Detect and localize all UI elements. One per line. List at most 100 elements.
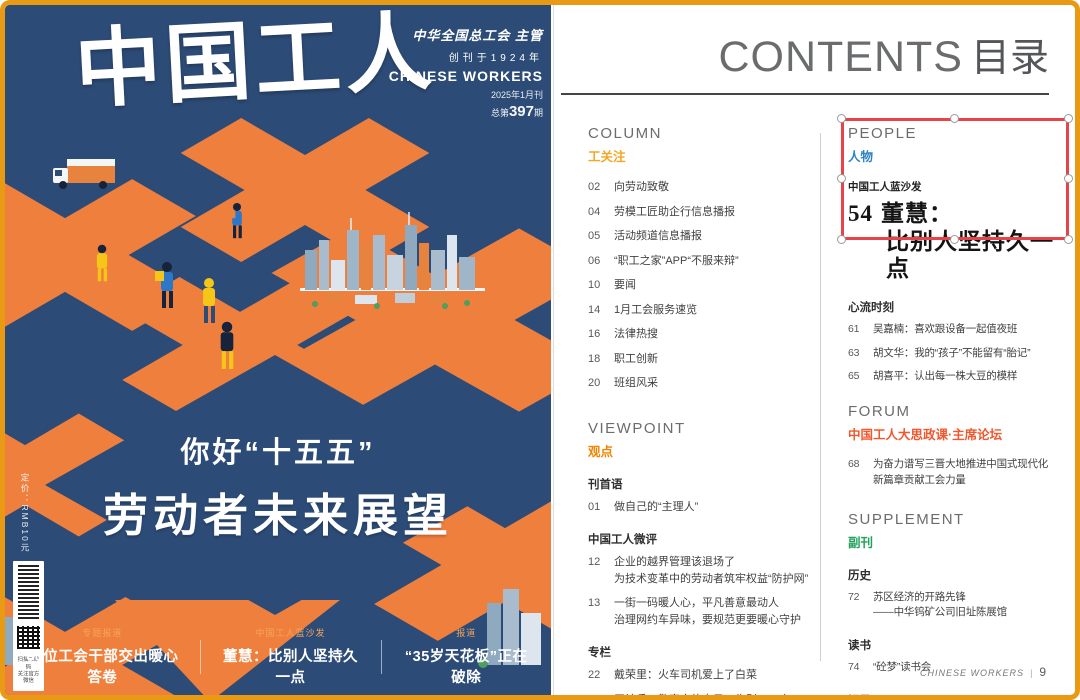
magazine-cover: 中国工人 中华全国总工会 主管 创刊于1924年 CHINESE WORKERS… <box>5 5 551 695</box>
toc-entry: 18 职工创新 <box>588 351 850 368</box>
toc-entry: 74 “砼梦”读书会 <box>848 660 1066 676</box>
issue-prefix: 总第 <box>490 108 509 118</box>
cover-footer-title: “35岁天花板”正在破除 <box>404 649 528 686</box>
worker-yellow <box>96 244 108 282</box>
entry-page: 61 <box>848 322 860 335</box>
entry-page: 02 <box>588 181 601 193</box>
footer-divider <box>199 639 201 674</box>
selection-handle[interactable] <box>837 235 846 244</box>
selection-handle[interactable] <box>950 114 959 123</box>
cover-headline-small: 你好“十五五” <box>180 437 376 469</box>
group-heading: 心流时刻 <box>848 301 894 314</box>
section-title-cn: 中国工人大思政课·主席论坛 <box>848 428 1003 443</box>
section-title-en: COLUMN <box>588 125 663 142</box>
column-divider <box>820 133 821 661</box>
selection-box[interactable] <box>837 114 1073 244</box>
entry-title: 为奋力谱写三晋大地推进中国式现代化 <box>873 458 1049 471</box>
entry-page: 20 <box>588 377 601 389</box>
toc-entry: 04 劳模工匠助企行信息播报 <box>588 204 850 221</box>
entry-page: 63 <box>848 346 860 359</box>
selection-handle[interactable] <box>1064 235 1073 244</box>
entry-title: 胡文华：我的“孩子”不能留有“胎记” <box>873 346 1031 359</box>
entry-title: 戴荣里：火车司机爱上了白菜 <box>614 669 757 681</box>
orange-road-network <box>5 81 551 695</box>
entry-title: 职工创新 <box>614 352 658 365</box>
cover-footer: 专题报道 60位工会干部交出暖心答卷 中国工人蓝沙发 董慧：比别人坚持久一点 报… <box>5 626 551 687</box>
entry-title: 班组风采 <box>614 377 658 389</box>
delivery-truck-icon <box>53 159 115 189</box>
feature-headline: 54 董慧： 比别人坚持久一点 <box>848 200 1066 283</box>
toc-entry: 20 班组风采 <box>588 375 850 392</box>
selection-handle[interactable] <box>1064 114 1073 123</box>
toc-entry: 14 1月工会服务速览 <box>588 302 850 319</box>
cover-footer-label: 专题报道 <box>82 628 123 638</box>
group-heading: 刊首语 <box>588 478 623 491</box>
toc-entry: 05 活动频道信息播报 <box>588 228 850 245</box>
toc-left-column: COLUMN 工关注 02 向劳动致敬 04 劳模工匠助企行信息播报 05 活动频道信… <box>588 125 850 700</box>
cover-headline-big: 劳动者未来展望 <box>102 490 453 541</box>
entry-page: 23 <box>588 693 601 700</box>
cover-footer-label: 报道 <box>456 628 477 638</box>
section-people: PEOPLE 人物 中国工人蓝沙发 54 董慧： 比别人坚持久一点 心流时刻 61… <box>848 125 1066 385</box>
spine-strip: 扫描二维码 关注官方微信 <box>13 561 44 691</box>
cover-footer-item: 专题报道 60位工会干部交出暖心答卷 <box>5 626 200 687</box>
page-footer: CHINESE WORKERS | 9 <box>920 665 1047 679</box>
qr-caption-line2: 关注官方微信 <box>17 671 40 684</box>
group-heading: 专栏 <box>588 647 611 659</box>
feature-title-line2: 比别人坚持久一点 <box>886 228 1054 282</box>
entry-page: 01 <box>588 500 601 513</box>
cover-footer-title: 60位工会干部交出暖心答卷 <box>26 649 179 686</box>
selection-handle[interactable] <box>1064 174 1073 183</box>
entry-subtitle: 为技术变革中的劳动者筑牢权益“防护网” <box>614 572 809 585</box>
footer-separator: | <box>1029 668 1034 678</box>
footer-divider <box>380 639 382 674</box>
selection-handle[interactable] <box>837 174 846 183</box>
publisher-founded: 创刊于1924年 <box>448 53 543 64</box>
entry-page: 74 <box>848 661 860 674</box>
contents-title-en: CONTENTS <box>718 33 963 81</box>
toc-entry: 02 向劳动致敬 <box>588 179 850 196</box>
section-title-cn: 副刊 <box>848 535 874 550</box>
worker-hardhat <box>203 278 215 323</box>
section-column: COLUMN 工关注 02 向劳动致敬 04 劳模工匠助企行信息播报 05 活动频道信… <box>588 125 850 392</box>
entry-title: 做自己的“主理人” <box>614 500 699 513</box>
worker-figures <box>96 203 242 369</box>
toc-entry: 06 “职工之家”APP“不服来辩” <box>588 253 850 270</box>
entry-page: 14 <box>588 303 601 316</box>
publisher-block: 中华全国总工会 主管 创刊于1924年 CHINESE WORKERS 2025… <box>389 25 543 120</box>
entry-page: 65 <box>848 370 860 383</box>
entry-subtitle: ——中华钨矿公司旧址陈展馆 <box>873 606 1007 619</box>
selection-handle[interactable] <box>837 114 846 123</box>
toc-entry: 12 企业的越界管理该退场了 为技术变革中的劳动者筑牢权益“防护网” <box>588 554 850 587</box>
entry-subtitle: 新篇章贡献工会力量 <box>873 473 966 486</box>
entry-title: 企业的越界管理该退场了 <box>614 556 735 568</box>
group-heading: 历史 <box>848 569 871 582</box>
section-forum: FORUM 中国工人大思政课·主席论坛 68 为奋力谱写三晋大地推进中国式现代化新… <box>848 403 1066 489</box>
section-supplement: SUPPLEMENT 副刊 历史 72 苏区经济的开路先锋 ——中华钨矿公司旧址陈展… <box>848 510 1066 695</box>
feature-kicker: 中国工人蓝沙发 <box>848 181 922 193</box>
barcode-icon <box>18 565 39 619</box>
group-heading: 读书 <box>848 640 871 653</box>
city-skyline <box>300 212 485 309</box>
section-title-en: PEOPLE <box>848 125 918 142</box>
toc-entry: 61 吴嘉楠：喜欢跟设备一起值夜班 <box>848 322 1066 338</box>
toc-entry: 16 法律热搜 <box>588 326 850 343</box>
contents-page: CONTENTS 目录 COLUMN 工关注 02 向劳动致敬 04 劳模工匠助企行信… <box>557 5 1075 695</box>
toc-entry: 01 做自己的“主理人” <box>588 499 850 516</box>
contents-title-cn: 目录 <box>970 37 1049 80</box>
section-title-en: SUPPLEMENT <box>848 510 965 528</box>
entry-subtitle: 治理网约车异味，要规范更要暖心守护 <box>614 613 801 626</box>
entry-title: 向劳动致敬 <box>614 181 669 193</box>
cover-illustration <box>5 5 551 695</box>
header-rule <box>561 93 1049 95</box>
selection-handle[interactable] <box>950 235 959 244</box>
cover-footer-title: 董慧：比别人坚持久一点 <box>223 649 359 686</box>
spine-price: 定价：RMB10元 <box>20 473 30 554</box>
entry-title: 法律热搜 <box>614 328 658 340</box>
toc-entry: 23 王计兵：敬真实的自己，告别2025年 <box>588 692 850 700</box>
headline-backdrop <box>45 355 505 615</box>
entry-title: 活动频道信息播报 <box>614 230 702 242</box>
section-title-cn: 观点 <box>588 444 614 459</box>
footer-brand: CHINESE WORKERS <box>919 668 1024 678</box>
